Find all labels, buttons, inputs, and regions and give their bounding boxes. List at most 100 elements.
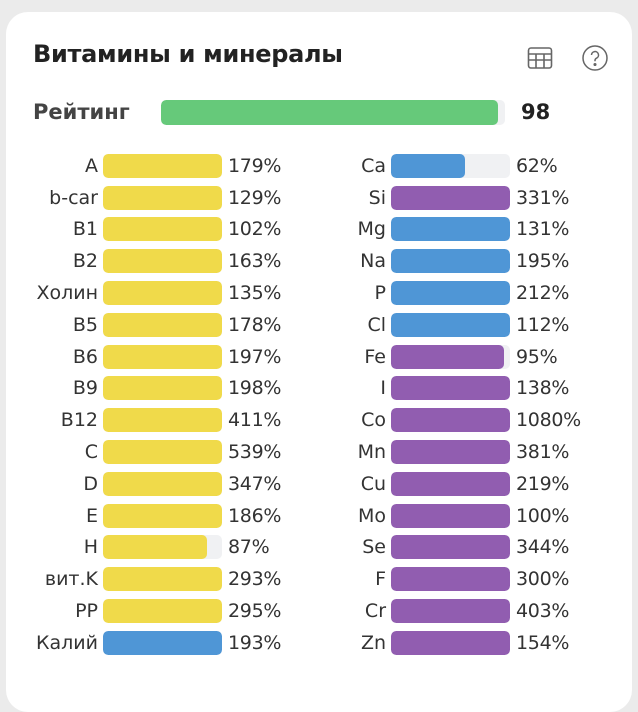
nutrient-row: D 347% [6, 468, 281, 500]
nutrient-percent: 135% [228, 282, 282, 305]
card-title: Витамины и минералы [33, 40, 343, 68]
nutrient-percent: 403% [516, 600, 570, 623]
nutrient-row: Na 195% [294, 245, 581, 277]
nutrient-row: H 87% [6, 532, 281, 564]
nutrient-bar-fill [391, 217, 510, 242]
nutrient-bar [391, 440, 510, 465]
nutrient-row: E 186% [6, 500, 281, 532]
nutrient-bar [391, 281, 510, 306]
nutrient-name: B9 [72, 377, 98, 400]
nutrient-percent: 178% [228, 313, 282, 336]
nutrient-name: Si [368, 186, 386, 209]
nutrient-percent: 197% [228, 345, 282, 368]
help-icon[interactable] [581, 44, 609, 72]
nutrient-row: Se 344% [294, 532, 581, 564]
nutrient-bar-fill [391, 471, 510, 496]
nutrient-name: F [375, 568, 386, 591]
nutrient-percent: 539% [228, 441, 282, 464]
nutrient-name: B2 [72, 250, 98, 273]
nutrient-row: B6 197% [6, 341, 281, 373]
table-icon[interactable] [526, 44, 554, 72]
nutrient-name: I [380, 377, 386, 400]
nutrient-bar [103, 376, 222, 401]
nutrient-bar-fill [391, 312, 510, 337]
nutrient-bar [103, 535, 222, 560]
nutrient-name: A [85, 154, 98, 177]
nutrient-row: Ca 62% [294, 150, 581, 182]
nutrient-row: Fe 95% [294, 341, 581, 373]
nutrient-name: Co [361, 409, 386, 432]
nutrient-percent: 87% [228, 536, 270, 559]
nutrient-percent: 300% [516, 568, 570, 591]
nutrient-bar-fill [391, 440, 510, 465]
nutrient-bar [391, 153, 510, 178]
vitamins-minerals-card: Витамины и минералы Рейтинг 98 A 179% b-ca… [6, 12, 632, 712]
nutrient-name: D [83, 472, 98, 495]
rating-bar-fill [161, 100, 499, 125]
nutrient-bar-fill [391, 408, 510, 433]
rating-label: Рейтинг [33, 100, 130, 124]
nutrient-bar [103, 153, 222, 178]
nutrient-bar [103, 567, 222, 592]
nutrient-name: Se [362, 536, 386, 559]
nutrient-row: b-car 129% [6, 182, 281, 214]
nutrient-percent: 154% [516, 631, 570, 654]
nutrient-name: Cu [360, 472, 386, 495]
nutrient-name: B12 [60, 409, 98, 432]
nutrient-row: I 138% [294, 373, 581, 405]
nutrient-bar [391, 408, 510, 433]
nutrient-name: E [85, 504, 98, 527]
rating-value: 98 [521, 100, 551, 124]
nutrient-bar-fill [103, 440, 222, 465]
nutrient-bar-fill [103, 281, 222, 306]
nutrient-percent: 344% [516, 536, 570, 559]
nutrient-bar-fill [103, 567, 222, 592]
nutrient-name: PP [75, 600, 98, 623]
nutrient-name: Fe [364, 345, 386, 368]
nutrient-bar [391, 217, 510, 242]
nutrient-percent: 381% [516, 441, 570, 464]
nutrient-bar [103, 344, 222, 369]
nutrient-bar [391, 344, 510, 369]
nutrient-row: Mg 131% [294, 214, 581, 246]
minerals-column: Ca 62% Si 331% Mg 131% Na 195% P 212% Cl 112% Fe 95% I… [294, 150, 581, 659]
nutrient-bar [391, 535, 510, 560]
nutrient-bar-fill [391, 185, 510, 210]
nutrient-bar-fill [391, 281, 510, 306]
nutrient-bar-fill [103, 630, 222, 655]
nutrient-percent: 112% [516, 313, 570, 336]
nutrient-row: F 300% [294, 563, 581, 595]
nutrient-row: Co 1080% [294, 404, 581, 436]
nutrient-percent: 138% [516, 377, 570, 400]
nutrient-bar [103, 217, 222, 242]
nutrient-bar-fill [391, 344, 505, 369]
nutrient-row: Холин 135% [6, 277, 281, 309]
nutrient-name: H [83, 536, 98, 559]
nutrient-bar [103, 630, 222, 655]
nutrient-bar-fill [103, 503, 222, 528]
nutrient-row: Калий 193% [6, 627, 281, 659]
nutrient-row: вит.K 293% [6, 563, 281, 595]
nutrient-percent: 293% [228, 568, 282, 591]
nutrient-bar [391, 376, 510, 401]
nutrient-bar-fill [103, 217, 222, 242]
nutrient-percent: 131% [516, 218, 570, 241]
nutrient-percent: 163% [228, 250, 282, 273]
nutrient-bar [391, 567, 510, 592]
nutrient-bar [391, 471, 510, 496]
nutrient-bar [103, 440, 222, 465]
nutrient-percent: 102% [228, 218, 282, 241]
nutrient-name: B1 [72, 218, 98, 241]
nutrient-percent: 212% [516, 282, 570, 305]
nutrient-bar [391, 312, 510, 337]
nutrient-percent: 186% [228, 504, 282, 527]
nutrient-percent: 219% [516, 472, 570, 495]
nutrient-name: P [374, 282, 386, 305]
nutrient-name: Na [360, 250, 386, 273]
nutrient-percent: 195% [516, 250, 570, 273]
nutrient-name: Mn [357, 441, 386, 464]
nutrient-percent: 331% [516, 186, 570, 209]
nutrient-bar [103, 471, 222, 496]
nutrient-row: B2 163% [6, 245, 281, 277]
nutrient-bar-fill [103, 376, 222, 401]
